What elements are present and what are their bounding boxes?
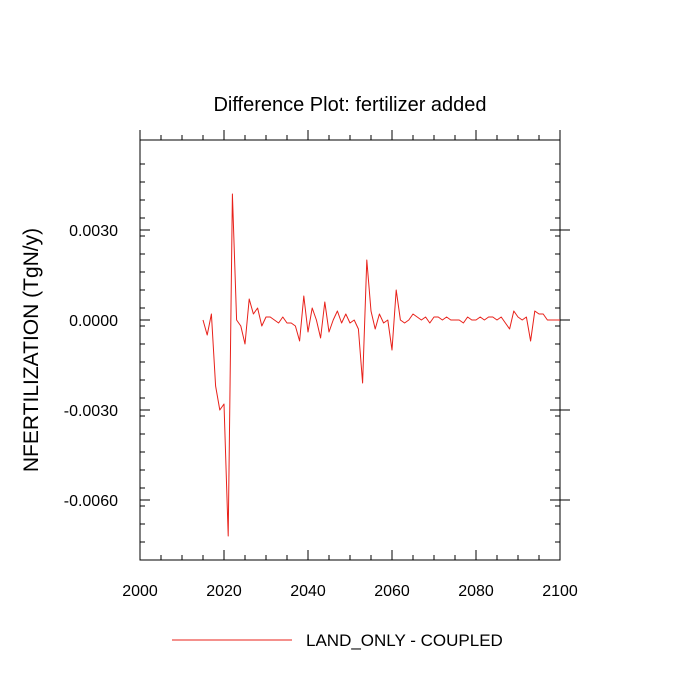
plot-frame: [139, 139, 561, 561]
x-tick-label: 2000: [122, 583, 158, 600]
y-axis-label: NFERTILIZATION (TgN/y): [20, 228, 43, 472]
x-tick-label: 2080: [458, 583, 494, 600]
x-tick-label: 2100: [542, 583, 578, 600]
x-tick-label: 2020: [206, 583, 242, 600]
series-line: [202, 193, 560, 537]
x-tick-labels: 2000 2020 2040 2060 2080 2100: [122, 583, 578, 600]
legend: LAND_ONLY - COUPLED: [172, 631, 503, 650]
y-tick-label: 0.0030: [69, 223, 118, 240]
minor-ticks: [140, 135, 560, 560]
y-tick-labels: -0.0060 -0.0030 0.0000 0.0030: [64, 223, 118, 510]
legend-label: LAND_ONLY - COUPLED: [306, 631, 503, 650]
y-tick-label: -0.0030: [64, 403, 118, 420]
x-tick-label: 2060: [374, 583, 410, 600]
y-tick-label: -0.0060: [64, 493, 118, 510]
major-ticks: [139, 130, 570, 560]
x-tick-label: 2040: [290, 583, 326, 600]
y-tick-label: 0.0000: [69, 313, 118, 330]
chart-title: Difference Plot: fertilizer added: [213, 94, 486, 116]
